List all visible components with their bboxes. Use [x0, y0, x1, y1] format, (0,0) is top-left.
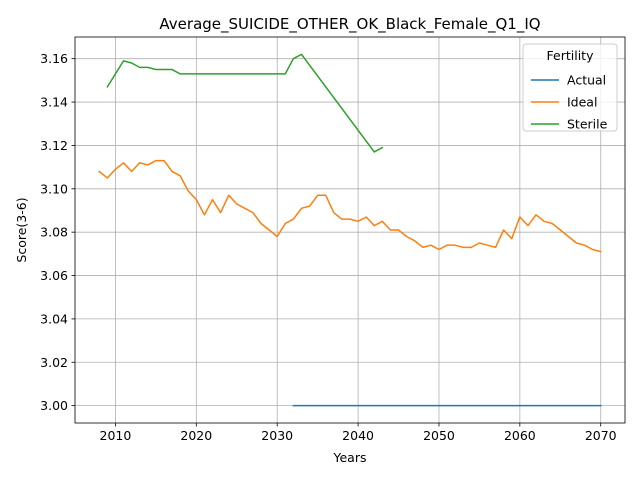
plot-frame — [74, 36, 626, 424]
series-line-ideal — [98, 159, 602, 253]
y-tick-label: 3.16 — [40, 51, 68, 66]
x-tick-label: 2020 — [180, 428, 212, 443]
legend-label-sterile: Sterile — [567, 117, 608, 132]
series-line-sterile — [106, 53, 384, 153]
legend: Fertility Actual Ideal Sterile — [522, 43, 618, 132]
legend-label-actual: Actual — [567, 73, 606, 88]
x-tick-label: 2070 — [585, 428, 617, 443]
y-tick-label: 3.06 — [40, 268, 68, 283]
x-tick-label: 2040 — [342, 428, 374, 443]
x-tick-label: 2010 — [100, 428, 132, 443]
x-axis-label: Years — [333, 450, 367, 465]
x-tick-label: 2060 — [504, 428, 536, 443]
y-axis-label: Score(3-6) — [14, 197, 29, 262]
grid — [75, 37, 625, 423]
y-tick-label: 3.04 — [40, 311, 68, 326]
y-axis: 3.00 3.02 3.04 3.06 3.08 3.10 3.12 3.14 3.16 — [40, 51, 75, 413]
y-tick-label: 3.14 — [40, 95, 68, 110]
legend-label-ideal: Ideal — [567, 95, 597, 110]
y-tick-label: 3.12 — [40, 138, 68, 153]
y-tick-label: 3.08 — [40, 225, 68, 240]
x-tick-label: 2030 — [261, 428, 293, 443]
y-tick-label: 3.02 — [40, 355, 68, 370]
chart-title: Average_SUICIDE_OTHER_OK_Black_Female_Q1… — [159, 15, 540, 34]
legend-box — [522, 43, 618, 132]
legend-title: Fertility — [547, 48, 595, 63]
y-tick-label: 3.00 — [40, 398, 68, 413]
x-axis: 2010 2020 2030 2040 2050 2060 2070 — [100, 423, 617, 443]
series-layer — [98, 53, 602, 407]
x-tick-label: 2050 — [423, 428, 455, 443]
y-tick-label: 3.10 — [40, 181, 68, 196]
